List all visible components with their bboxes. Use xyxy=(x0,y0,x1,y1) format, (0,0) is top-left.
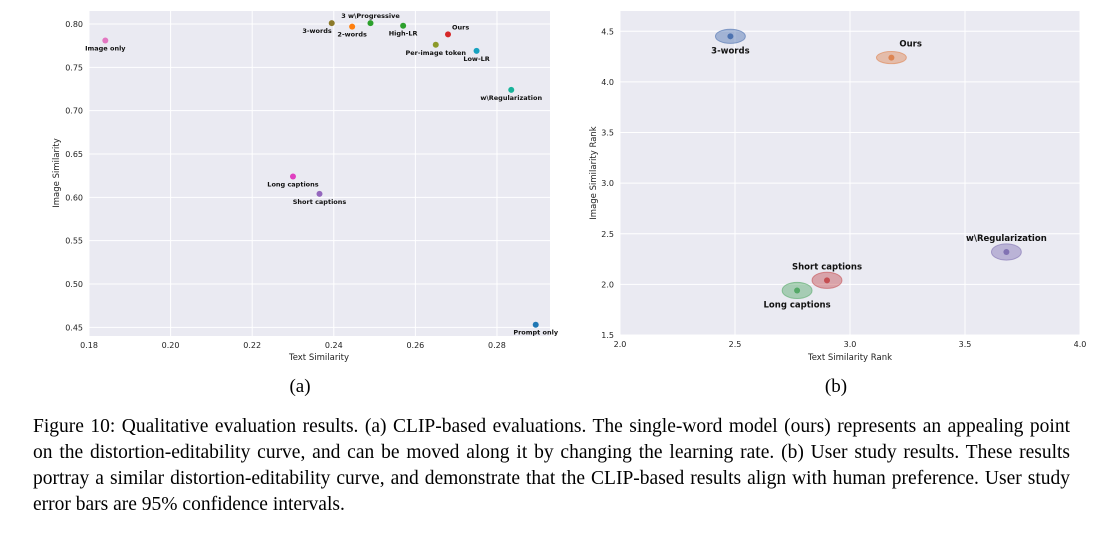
a-ytick-label: 0.60 xyxy=(65,193,83,202)
b-point-3-words xyxy=(727,33,734,40)
chart-b-panel-label: (b) xyxy=(825,376,847,397)
b-xtick-label: 3.0 xyxy=(844,340,857,349)
chart-b-points: 3-words Ours Short captions Long captions w\… xyxy=(711,28,1047,310)
a-point-short-captions xyxy=(316,190,323,197)
a-point-label-low-lr: Low-LR xyxy=(463,55,489,63)
a-point-label-image-only: Image only xyxy=(85,44,126,52)
a-ytick-label: 0.70 xyxy=(65,107,83,116)
b-ytick-label: 4.0 xyxy=(601,78,614,87)
b-ytick-label: 2.5 xyxy=(601,230,614,239)
a-point-label-w-regularization: w\Regularization xyxy=(480,94,542,102)
b-ytick-label: 1.5 xyxy=(601,331,614,340)
a-xtick-label: 0.20 xyxy=(162,341,180,350)
b-point-long-captions xyxy=(794,287,801,294)
b-xtick-label: 4.0 xyxy=(1074,340,1087,349)
chart-b-ylabel: Image Similarity Rank xyxy=(589,126,599,220)
b-ytick-label: 2.0 xyxy=(601,280,614,289)
chart-b-xlabel: Text Similarity Rank xyxy=(807,353,892,363)
a-point-3-words xyxy=(328,20,335,27)
b-xtick-label: 3.5 xyxy=(959,340,972,349)
figure-caption: Figure 10: Qualitative evaluation result… xyxy=(33,416,1070,515)
chart-a-ylabel: Image Similarity xyxy=(52,138,62,208)
b-point-ours xyxy=(888,54,895,61)
b-point-short-captions xyxy=(824,277,830,284)
a-point-3-w-progressive xyxy=(367,20,374,27)
a-point-image-only xyxy=(102,37,109,44)
a-xtick-label: 0.26 xyxy=(406,341,424,350)
a-point-label-2-words: 2-words xyxy=(337,31,367,39)
figure-10: 0.18 0.20 0.22 0.24 0.26 0.28 0.45 0.50 0.55 0.60… xyxy=(52,11,1086,397)
a-point-label-3-w-progressive: 3 w\Progressive xyxy=(341,12,400,20)
chart-a-points: Image only 3-words 2-words 3 w\Progressive H… xyxy=(85,12,559,337)
b-point-label-long-captions: Long captions xyxy=(764,300,831,310)
a-point-long-captions xyxy=(289,173,296,180)
a-ytick-label: 0.75 xyxy=(65,63,83,72)
b-xtick-label: 2.0 xyxy=(614,340,627,349)
a-point-label-ours: Ours xyxy=(452,23,469,31)
a-point-w-regularization xyxy=(508,86,515,93)
a-point-prompt-only xyxy=(532,321,539,328)
a-point-label-long-captions: Long captions xyxy=(267,181,318,189)
a-point-low-lr xyxy=(473,47,480,54)
a-ytick-label: 0.50 xyxy=(65,280,83,289)
a-xtick-label: 0.22 xyxy=(243,341,261,350)
a-ytick-label: 0.45 xyxy=(65,323,83,332)
chart-b-grid xyxy=(619,11,1081,336)
chart-a-xlabel: Text Similarity xyxy=(288,353,349,363)
b-ytick-label: 4.5 xyxy=(601,27,614,36)
a-point-label-short-captions: Short captions xyxy=(293,198,347,206)
chart-b-user-study: 2.0 2.5 3.0 3.5 4.01.52.02.53.03.54.04.5 3-w… xyxy=(589,11,1086,397)
b-point-label-ours: Ours xyxy=(899,40,922,50)
b-ytick-label: 3.0 xyxy=(601,179,614,188)
b-point-label-short-captions: Short captions xyxy=(792,262,862,272)
a-point-per-image-token xyxy=(432,41,439,48)
chart-a-panel-label: (a) xyxy=(289,376,310,397)
chart-a-ticks: 0.18 0.20 0.22 0.24 0.26 0.28 0.45 0.50 0.55 0.60… xyxy=(65,20,506,350)
a-point-ours xyxy=(445,31,452,38)
a-ytick-label: 0.65 xyxy=(65,150,83,159)
chart-a-clip-evaluation: 0.18 0.20 0.22 0.24 0.26 0.28 0.45 0.50 0.55 0.60… xyxy=(52,11,559,397)
b-point-label-3-words: 3-words xyxy=(711,46,749,56)
a-point-label-high-lr: High-LR xyxy=(389,30,418,38)
a-point-high-lr xyxy=(400,22,407,29)
a-xtick-label: 0.28 xyxy=(488,341,506,350)
a-point-2-words xyxy=(349,23,356,30)
a-ytick-label: 0.80 xyxy=(65,20,83,29)
b-ytick-label: 3.5 xyxy=(601,129,614,138)
a-point-label-per-image-token: Per-image token xyxy=(405,49,466,57)
chart-b-ticks: 2.0 2.5 3.0 3.5 4.01.52.02.53.03.54.04.5 xyxy=(601,27,1086,349)
b-point-w-regularization xyxy=(1003,248,1010,255)
b-point-label-w-regularization: w\Regularization xyxy=(966,234,1047,244)
b-xtick-label: 2.5 xyxy=(729,340,742,349)
a-xtick-label: 0.18 xyxy=(80,341,98,350)
a-xtick-label: 0.24 xyxy=(325,341,343,350)
a-ytick-label: 0.55 xyxy=(65,237,83,246)
chart-a-plot-area xyxy=(89,11,550,336)
a-point-label-prompt-only: Prompt only xyxy=(513,329,559,337)
chart-a-grid xyxy=(88,11,550,336)
a-point-label-3-words: 3-words xyxy=(302,27,332,35)
